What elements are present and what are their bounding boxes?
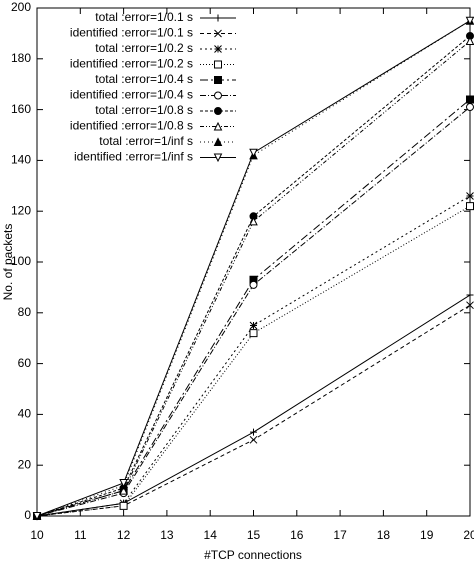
x-tick-label: 14 bbox=[204, 528, 218, 542]
series-line bbox=[36, 294, 471, 517]
x-tick-label: 15 bbox=[247, 528, 261, 542]
data-point bbox=[119, 478, 128, 488]
legend-marker bbox=[214, 29, 222, 38]
legend-label: total :error=1/0.8 s bbox=[95, 103, 193, 117]
data-point bbox=[466, 301, 474, 310]
legend-label: identified :error=1/0.2 s bbox=[70, 57, 193, 71]
x-tick-label: 13 bbox=[160, 528, 174, 542]
y-tick-label: 60 bbox=[18, 356, 32, 370]
x-tick-label: 20 bbox=[463, 528, 474, 542]
legend-label: identified :error=1/0.8 s bbox=[70, 119, 193, 133]
x-axis-label: #TCP connections bbox=[204, 548, 302, 562]
data-point bbox=[465, 36, 474, 46]
data-point bbox=[466, 95, 474, 104]
series-line bbox=[36, 40, 471, 517]
y-tick-label: 140 bbox=[11, 153, 31, 167]
series-line bbox=[36, 304, 471, 517]
y-tick-label: 80 bbox=[18, 305, 32, 319]
legend-marker bbox=[213, 121, 223, 131]
data-point bbox=[119, 501, 128, 510]
legend-marker bbox=[213, 107, 223, 115]
data-point bbox=[466, 192, 474, 200]
legend-marker bbox=[214, 14, 222, 22]
y-tick-label: 20 bbox=[18, 457, 32, 471]
legend-marker bbox=[214, 45, 222, 53]
data-point bbox=[466, 291, 474, 299]
legend-label: total :error=1/0.1 s bbox=[95, 10, 193, 24]
legend-label: total :error=1/inf s bbox=[99, 134, 193, 148]
y-tick-label: 40 bbox=[18, 407, 32, 421]
series-line bbox=[36, 205, 471, 517]
legend-marker bbox=[213, 91, 223, 100]
data-point bbox=[32, 512, 42, 521]
data-point bbox=[465, 16, 474, 26]
y-tick-label: 160 bbox=[11, 102, 31, 116]
data-point bbox=[249, 212, 258, 221]
legend-label: total :error=1/0.4 s bbox=[95, 72, 193, 86]
data-point bbox=[119, 485, 128, 495]
legend-marker bbox=[214, 60, 222, 69]
series-line bbox=[36, 106, 471, 517]
legend-marker bbox=[213, 137, 223, 146]
data-point bbox=[249, 148, 258, 158]
x-tick-label: 19 bbox=[420, 528, 434, 542]
legend-label: total :error=1/0.2 s bbox=[95, 41, 193, 55]
data-point bbox=[466, 202, 474, 211]
data-point bbox=[249, 329, 258, 338]
series-line bbox=[36, 195, 471, 517]
x-tick-label: 18 bbox=[377, 528, 391, 542]
x-tick-label: 12 bbox=[117, 528, 131, 542]
series-line bbox=[36, 35, 471, 517]
y-tick-label: 0 bbox=[24, 508, 31, 522]
data-point bbox=[250, 428, 257, 436]
data-point bbox=[249, 280, 258, 289]
y-tick-label: 200 bbox=[11, 0, 31, 14]
legend-marker bbox=[213, 153, 223, 163]
data-point bbox=[249, 321, 258, 330]
y-tick-label: 100 bbox=[11, 254, 31, 268]
y-tick-label: 120 bbox=[11, 203, 31, 217]
x-tick-label: 10 bbox=[30, 528, 44, 542]
series-line bbox=[36, 99, 471, 517]
x-tick-label: 17 bbox=[333, 528, 347, 542]
legend-label: identified :error=1/0.4 s bbox=[70, 88, 193, 102]
y-tick-label: 180 bbox=[11, 51, 31, 65]
legend-marker bbox=[214, 76, 222, 84]
data-point bbox=[249, 216, 258, 226]
x-tick-label: 16 bbox=[290, 528, 304, 542]
legend-label: identified :error=1/0.1 s bbox=[70, 26, 193, 40]
legend-label: identified :error=1/inf s bbox=[74, 150, 193, 164]
data-point bbox=[465, 103, 474, 112]
x-tick-label: 11 bbox=[74, 528, 87, 542]
series-line bbox=[36, 20, 471, 517]
y-axis-label: No. of packets bbox=[1, 224, 15, 301]
data-point bbox=[249, 435, 258, 444]
